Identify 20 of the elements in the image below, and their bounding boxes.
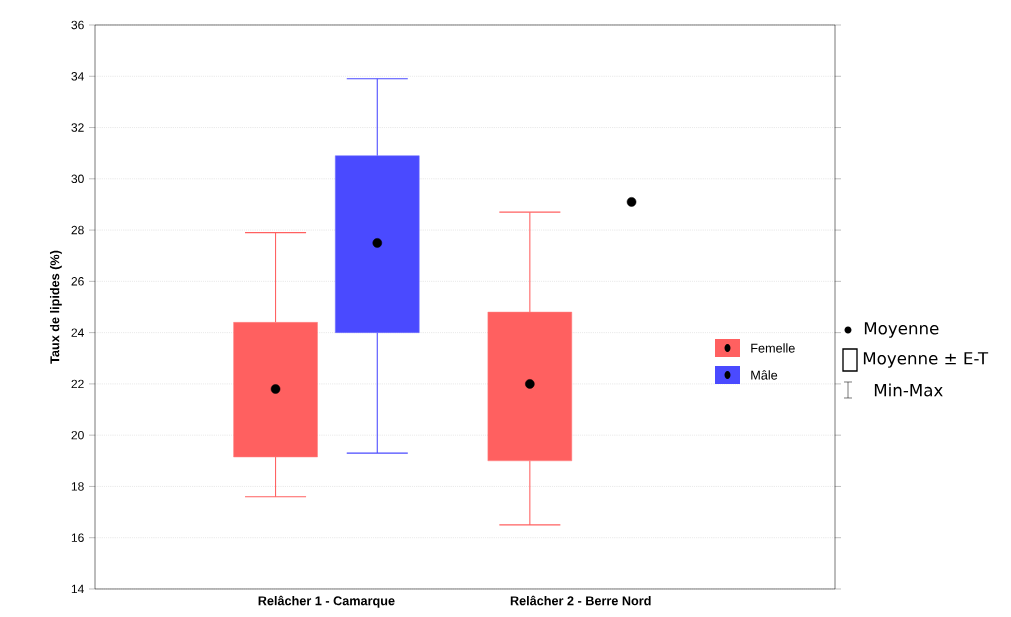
y-tick-label: 26: [71, 277, 84, 286]
x-tick-label: Relâcher 2 - Berre Nord: [510, 595, 651, 606]
y-tick-label: 36: [71, 20, 84, 30]
legend-label: Femelle: [751, 343, 795, 353]
legend-label: Mâle: [751, 370, 778, 380]
x-tick-label: Relâcher 1 - Camarque: [258, 595, 395, 608]
text: Moyenne: [864, 322, 939, 338]
y-tick-label: 34: [71, 72, 84, 81]
y-tick-label: 14: [71, 584, 84, 594]
y-axis-title: Taux de lipides (%): [49, 250, 62, 364]
text: Min-Max: [874, 383, 943, 397]
y-tick-label: 18: [71, 482, 84, 491]
y-tick-label: 24: [71, 328, 84, 337]
y-tick-label: 22: [71, 379, 84, 389]
text: Moyenne ± E-T: [863, 352, 989, 368]
y-tick-label: 32: [71, 123, 84, 132]
y-tick-label: 20: [71, 430, 84, 440]
y-tick-label: 16: [71, 533, 84, 542]
y-tick-label: 28: [71, 225, 84, 235]
y-tick-label: 30: [71, 174, 84, 184]
